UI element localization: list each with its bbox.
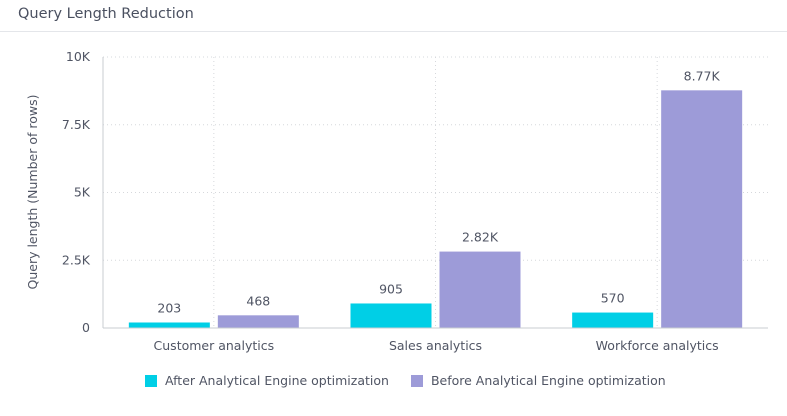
data-label: 8.77K [684, 68, 721, 83]
data-label: 570 [601, 291, 625, 306]
x-tick-label: Sales analytics [389, 338, 482, 353]
legend-label-before: Before Analytical Engine optimization [430, 373, 666, 388]
data-label: 905 [379, 281, 403, 296]
bar-before [439, 251, 521, 328]
data-label: 468 [246, 293, 270, 308]
bar-after [572, 312, 654, 328]
x-tick-label: Workforce analytics [596, 338, 719, 353]
legend-item-before[interactable]: Before Analytical Engine optimization [410, 373, 666, 388]
x-tick-label: Customer analytics [154, 338, 275, 353]
chart-title: Query Length Reduction [18, 6, 194, 22]
legend-item-after[interactable]: After Analytical Engine optimization [145, 373, 389, 388]
bar-before [217, 315, 299, 328]
y-tick-label: 2.5K [62, 252, 91, 267]
data-label: 203 [157, 300, 181, 315]
y-tick-label: 7.5K [62, 117, 91, 132]
bar-after [128, 322, 210, 328]
y-tick-label: 10K [66, 49, 91, 64]
legend: After Analytical Engine optimization Bef… [145, 373, 666, 388]
y-axis-label: Query length (Number of rows) [25, 95, 40, 290]
legend-swatch-after [145, 374, 157, 387]
bar-before [661, 90, 743, 328]
title-divider [0, 31, 787, 32]
legend-label-after: After Analytical Engine optimization [165, 373, 389, 388]
y-tick-label: 0 [82, 320, 90, 335]
y-tick-label: 5K [74, 185, 91, 200]
legend-swatch-before [410, 374, 423, 387]
data-label: 2.82K [462, 230, 499, 245]
bar-after [350, 303, 432, 328]
